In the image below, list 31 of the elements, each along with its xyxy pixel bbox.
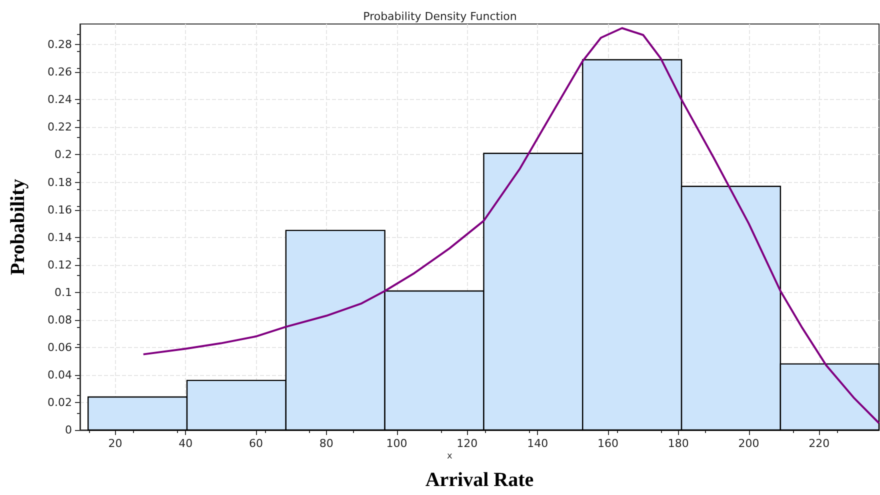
y-tick-label: 0.02 (48, 396, 72, 409)
y-tick-label: 0.2 (54, 148, 72, 162)
x-tick-label: 160 (597, 437, 618, 450)
y-tick-label: 0.12 (48, 258, 72, 272)
y-tick-label: 0.16 (48, 203, 72, 216)
x-tick-label: 180 (668, 437, 689, 450)
x-tick-label: 40 (178, 437, 193, 450)
y-tick-label: 0.06 (48, 340, 72, 354)
x-axis-title: Arrival Rate (425, 469, 534, 491)
x-tick-label: 120 (456, 437, 478, 450)
chart-title: Probability Density Function (363, 10, 517, 23)
x-tick-label: 100 (386, 437, 408, 450)
x-tick-label: 80 (319, 437, 334, 450)
y-tick-label: 0.14 (48, 230, 72, 244)
y-tick-label: 0.18 (48, 176, 72, 189)
text: x (447, 452, 453, 462)
y-tick-label: 0.24 (48, 93, 72, 106)
y-tick-label: 0.1 (54, 286, 72, 299)
y-tick-label: 0.22 (48, 120, 72, 134)
y-tick-label: 0.04 (48, 368, 72, 382)
x-tick-label: 140 (527, 437, 548, 450)
x-tick-label: 20 (108, 437, 122, 450)
x-tick-label: 220 (808, 437, 830, 450)
x-tick-label: 60 (248, 437, 263, 450)
y-tick-label: 0 (65, 424, 72, 436)
y-tick-label: 0.28 (48, 38, 72, 52)
y-axis-title: Probability (7, 178, 29, 276)
line-series (142, 27, 880, 424)
y-tick-label: 0.08 (48, 313, 72, 326)
y-tick-label: 0.26 (48, 66, 72, 79)
x-tick-label: 200 (738, 437, 760, 450)
